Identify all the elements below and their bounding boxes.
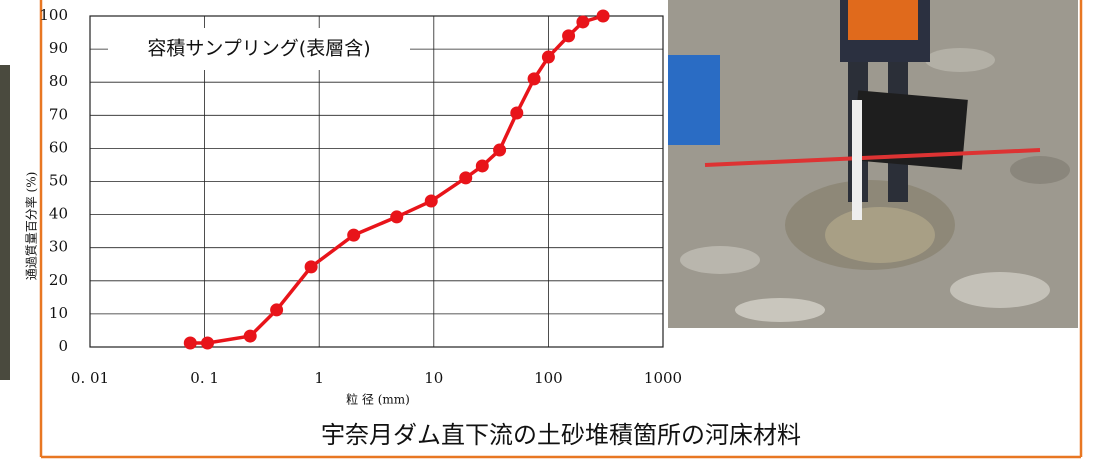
data-point <box>510 106 524 120</box>
x-tick-label: 0. 01 <box>71 369 109 387</box>
data-point <box>475 159 489 173</box>
y-tick-label: 20 <box>49 271 68 289</box>
y-tick-label: 80 <box>49 72 68 90</box>
y-tick-label: 50 <box>49 172 68 190</box>
data-point <box>596 9 610 23</box>
y-tick-label: 40 <box>49 205 68 223</box>
data-point <box>201 336 215 350</box>
data-point <box>493 143 507 157</box>
x-tick-label: 10 <box>424 369 443 387</box>
data-point <box>183 336 197 350</box>
x-tick-label: 100 <box>534 369 563 387</box>
data-point <box>270 303 284 317</box>
data-point <box>527 72 541 86</box>
data-point <box>243 329 257 343</box>
y-tick-label: 100 <box>39 6 68 24</box>
data-point <box>576 15 590 29</box>
chart-title: 容積サンプリング(表層含) <box>147 38 370 60</box>
photo-strip <box>0 65 10 380</box>
data-point <box>541 50 555 64</box>
data-point <box>459 171 473 185</box>
x-tick-label: 0. 1 <box>190 369 219 387</box>
x-tick-label: 1 <box>314 369 324 387</box>
y-tick-label: 70 <box>49 105 68 123</box>
data-point <box>304 260 318 274</box>
y-tick-label: 90 <box>49 39 68 57</box>
data-point <box>390 210 404 224</box>
data-point <box>347 228 361 242</box>
y-tick-label: 60 <box>49 138 68 156</box>
x-tick-label: 1000 <box>644 369 682 387</box>
frame <box>39 0 1083 459</box>
data-point <box>424 194 438 208</box>
y-axis-label: 通過質量百分率 (%) <box>24 172 39 281</box>
y-tick-label: 10 <box>49 304 68 322</box>
y-tick-label: 0 <box>58 337 68 355</box>
title-box <box>108 28 410 70</box>
data-point <box>562 29 576 43</box>
site-photo <box>668 0 1078 328</box>
x-axis-label: 粒 径 (mm) <box>346 392 410 407</box>
caption: 宇奈月ダム直下流の土砂堆積箇所の河床材料 <box>321 421 801 449</box>
y-tick-label: 30 <box>49 238 68 256</box>
